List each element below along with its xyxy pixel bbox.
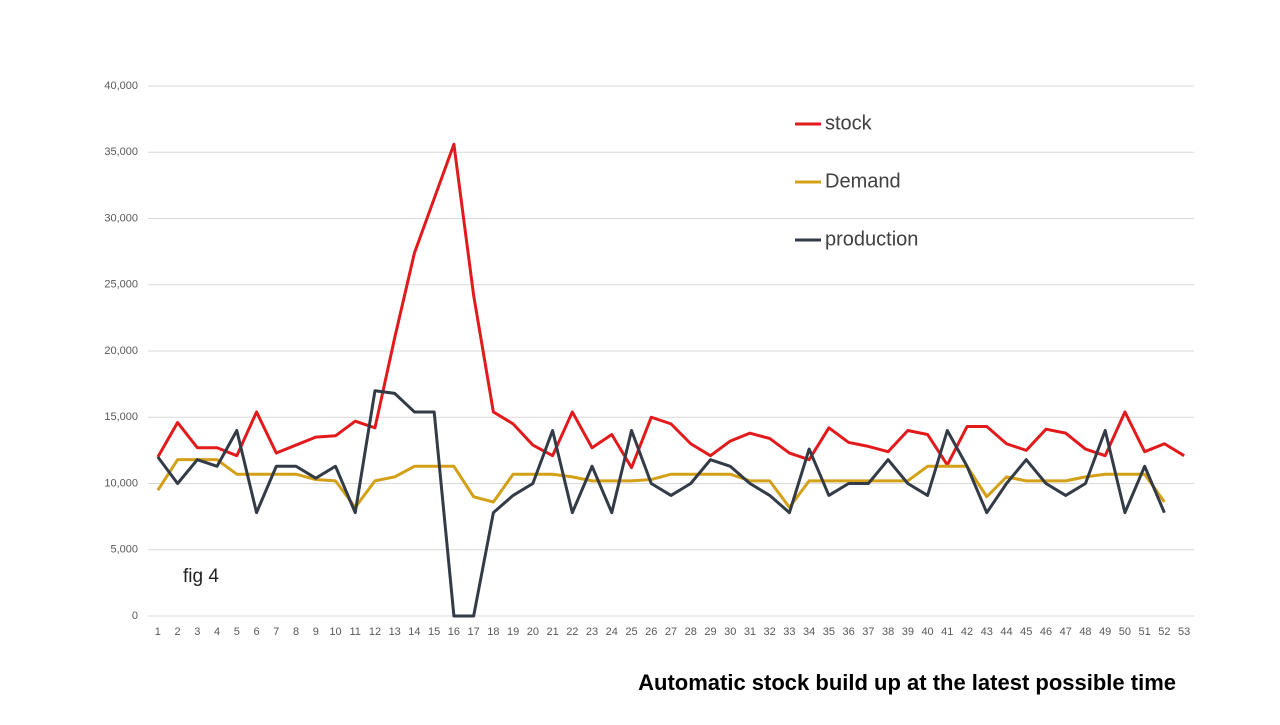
- x-tick-label: 7: [273, 626, 279, 638]
- x-tick-label: 10: [329, 626, 341, 638]
- x-tick-label: 33: [783, 626, 795, 638]
- x-tick-label: 15: [428, 626, 440, 638]
- x-tick-label: 22: [566, 626, 578, 638]
- x-tick-label: 35: [823, 626, 835, 638]
- x-tick-label: 26: [645, 626, 657, 638]
- x-tick-label: 28: [685, 626, 697, 638]
- x-tick-label: 29: [704, 626, 716, 638]
- x-tick-label: 39: [902, 626, 914, 638]
- y-tick-label: 40,000: [104, 80, 138, 92]
- x-tick-label: 51: [1139, 626, 1151, 638]
- x-tick-label: 27: [665, 626, 677, 638]
- chart-title: Automatic stock build up at the latest p…: [638, 670, 1176, 695]
- x-tick-label: 52: [1158, 626, 1170, 638]
- x-tick-label: 42: [961, 626, 973, 638]
- x-tick-label: 17: [468, 626, 480, 638]
- x-tick-label: 50: [1119, 626, 1131, 638]
- x-tick-label: 40: [921, 626, 933, 638]
- y-tick-label: 10,000: [104, 477, 138, 489]
- x-tick-label: 11: [350, 626, 361, 638]
- x-tick-label: 45: [1020, 626, 1032, 638]
- x-tick-label: 36: [842, 626, 854, 638]
- x-tick-label: 31: [744, 626, 756, 638]
- x-tick-label: 4: [214, 626, 220, 638]
- series-line: [156, 458, 1166, 509]
- x-tick-label: 30: [724, 626, 736, 638]
- x-tick-label: 47: [1060, 626, 1072, 638]
- x-tick-label: 25: [625, 626, 637, 638]
- legend-label: stock: [825, 112, 873, 134]
- y-tick-label: 30,000: [104, 212, 138, 224]
- x-tick-label: 16: [448, 626, 460, 638]
- x-tick-label: 49: [1099, 626, 1111, 638]
- x-tick-label: 5: [234, 626, 240, 638]
- x-tick-label: 6: [253, 626, 259, 638]
- x-tick-label: 44: [1000, 626, 1012, 638]
- x-tick-label: 46: [1040, 626, 1052, 638]
- y-tick-label: 20,000: [104, 345, 138, 357]
- x-tick-label: 37: [862, 626, 874, 638]
- x-tick-label: 12: [369, 626, 381, 638]
- x-tick-label: 53: [1178, 626, 1190, 638]
- legend-label: Demand: [825, 170, 901, 192]
- x-tick-label: 43: [981, 626, 993, 638]
- x-tick-label: 41: [941, 626, 953, 638]
- x-tick-label: 21: [546, 626, 558, 638]
- x-tick-label: 48: [1079, 626, 1091, 638]
- x-tick-label: 2: [175, 626, 181, 638]
- y-tick-label: 0: [132, 610, 138, 622]
- x-tick-label: 34: [803, 626, 815, 638]
- x-tick-label: 8: [293, 626, 299, 638]
- x-tick-label: 3: [194, 626, 200, 638]
- x-tick-label: 1: [155, 626, 161, 638]
- x-tick-label: 18: [487, 626, 499, 638]
- x-tick-label: 9: [313, 626, 319, 638]
- y-tick-label: 15,000: [104, 411, 138, 423]
- y-tick-label: 35,000: [104, 146, 138, 158]
- x-tick-label: 24: [606, 626, 618, 638]
- x-tick-label: 32: [764, 626, 776, 638]
- x-tick-label: 20: [527, 626, 539, 638]
- annotation: fig 4: [183, 566, 219, 587]
- series-line: [156, 142, 1185, 470]
- x-tick-label: 14: [408, 626, 420, 638]
- legend-label: production: [825, 228, 918, 250]
- x-tick-label: 38: [882, 626, 894, 638]
- series-line: [156, 389, 1166, 618]
- x-tick-label: 13: [389, 626, 401, 638]
- x-tick-label: 23: [586, 626, 598, 638]
- y-tick-label: 5,000: [110, 544, 138, 556]
- y-tick-label: 25,000: [104, 279, 138, 291]
- x-tick-label: 19: [507, 626, 519, 638]
